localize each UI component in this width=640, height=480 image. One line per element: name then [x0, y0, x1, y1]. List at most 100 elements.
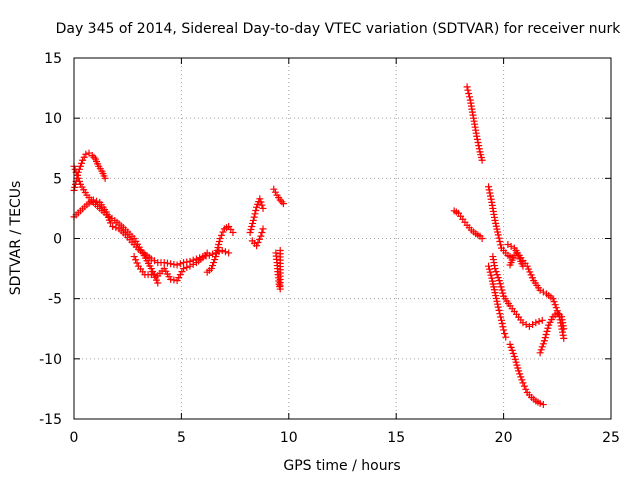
data-point — [519, 262, 527, 270]
data-point — [173, 277, 181, 285]
data-point — [516, 370, 524, 378]
data-point — [478, 235, 486, 242]
data-point — [498, 320, 506, 328]
y-tick-label: -15 — [39, 412, 62, 428]
series-arc-7 — [246, 195, 267, 236]
data-point — [518, 376, 526, 384]
data-point — [494, 303, 502, 311]
data-point — [494, 231, 502, 239]
data-point — [501, 330, 509, 338]
y-tick-label: 15 — [44, 51, 62, 67]
data-point — [225, 249, 233, 257]
data-point — [515, 367, 523, 375]
y-tick-label: 10 — [44, 111, 62, 127]
data-point — [71, 165, 79, 173]
data-point — [170, 276, 178, 284]
data-point — [229, 228, 237, 236]
data-point — [541, 334, 549, 342]
data-point — [485, 186, 493, 194]
data-point — [495, 277, 503, 285]
data-point — [506, 340, 514, 348]
data-point — [221, 248, 229, 256]
data-point — [485, 265, 493, 273]
data-point — [147, 271, 155, 279]
data-point — [132, 256, 140, 264]
data-point — [540, 337, 548, 345]
data-point — [508, 346, 516, 354]
data-point — [130, 253, 138, 261]
series-arc-8 — [248, 225, 267, 250]
data-point — [536, 399, 544, 407]
data-point — [183, 263, 191, 271]
data-point — [93, 197, 101, 205]
data-point — [167, 275, 175, 283]
data-point — [465, 89, 473, 97]
data-point — [246, 228, 254, 236]
data-point — [109, 222, 117, 230]
data-point — [485, 183, 493, 191]
data-point — [486, 189, 494, 197]
series-arc-14 — [485, 262, 510, 341]
data-point — [551, 301, 559, 309]
data-point — [279, 200, 287, 208]
data-point — [253, 242, 261, 250]
data-point — [538, 343, 546, 351]
series-arc-18 — [536, 309, 568, 357]
data-point — [544, 324, 552, 332]
data-point — [519, 379, 527, 387]
data-point — [539, 401, 547, 409]
data-point — [213, 247, 221, 255]
data-point — [514, 252, 522, 260]
data-point — [252, 207, 260, 215]
data-point — [214, 244, 222, 252]
data-point — [537, 346, 545, 354]
data-point — [507, 343, 515, 351]
data-point — [151, 257, 159, 265]
data-point — [133, 259, 141, 267]
data-point — [487, 195, 495, 203]
data-points — [70, 83, 568, 409]
data-point — [474, 138, 482, 146]
x-tick-label: 0 — [70, 430, 79, 446]
data-point — [89, 196, 97, 204]
data-point — [539, 340, 547, 348]
data-point — [151, 271, 159, 279]
data-point — [79, 156, 87, 164]
data-point — [507, 242, 515, 250]
data-point — [75, 177, 83, 185]
data-point — [247, 225, 255, 233]
data-point — [532, 319, 540, 327]
data-point — [560, 334, 568, 342]
series-arc-11 — [450, 207, 486, 242]
data-point — [463, 83, 471, 91]
data-point — [496, 238, 504, 246]
series-arc-9 — [270, 185, 287, 208]
data-point — [473, 132, 481, 140]
data-point — [500, 326, 508, 334]
data-point — [499, 289, 507, 297]
data-point — [509, 349, 517, 357]
series-arc-19 — [506, 249, 527, 270]
data-point — [485, 262, 493, 270]
data-point — [543, 327, 551, 335]
data-point — [257, 198, 265, 206]
data-point — [207, 265, 215, 273]
data-point — [493, 271, 501, 279]
data-point — [176, 271, 184, 279]
data-point — [464, 86, 472, 94]
x-tick-label: 15 — [387, 430, 405, 446]
data-point — [212, 250, 220, 258]
data-point — [494, 274, 502, 282]
data-point — [112, 224, 120, 232]
data-point — [180, 265, 188, 273]
data-point — [203, 249, 211, 257]
data-point — [248, 222, 256, 230]
series-arc-16 — [506, 340, 547, 409]
data-point — [257, 232, 265, 240]
data-point — [497, 241, 505, 249]
data-point — [538, 316, 546, 324]
data-point — [211, 256, 219, 264]
series-arc-12 — [463, 83, 486, 164]
data-point — [486, 192, 494, 200]
data-point — [249, 219, 257, 227]
